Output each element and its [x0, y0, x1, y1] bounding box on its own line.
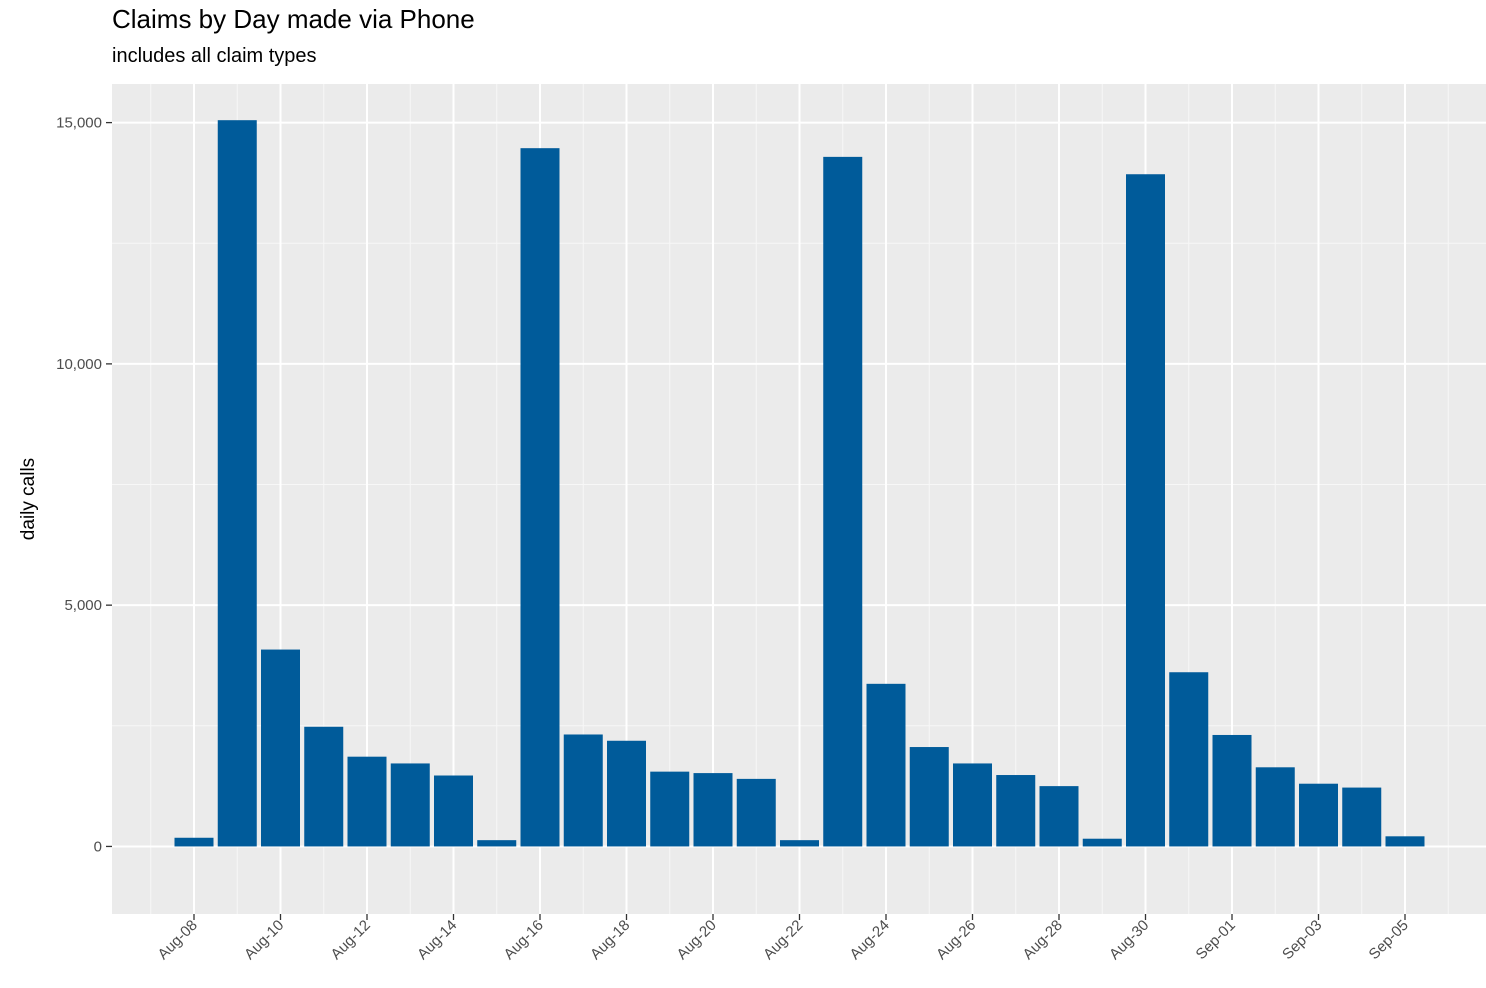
bar-Aug-19 [650, 771, 690, 847]
x-tick-label: Aug-12 [328, 917, 374, 963]
bar-Aug-10 [261, 649, 300, 847]
x-tick-label: Aug-20 [674, 917, 720, 963]
x-tick-label: Aug-14 [414, 917, 460, 963]
x-tick-label: Aug-24 [847, 917, 893, 963]
x-tick-label: Aug-22 [760, 917, 806, 963]
bar-Aug-25 [909, 747, 949, 847]
bar-Aug-20 [693, 773, 733, 847]
bar-Sep-03 [1299, 783, 1338, 847]
x-tick-label: Sep-05 [1366, 917, 1412, 963]
bar-Aug-17 [563, 734, 603, 847]
bar-Aug-27 [996, 775, 1036, 847]
chart-subtitle: includes all claim types [112, 45, 317, 67]
bar-Sep-02 [1255, 767, 1295, 847]
bar-Sep-04 [1342, 787, 1382, 847]
bar-Aug-26 [953, 763, 992, 847]
x-tick-label: Aug-10 [241, 917, 287, 963]
y-axis-label: daily calls [18, 458, 39, 540]
y-tick-label: 15,000 [56, 115, 102, 132]
x-tick-label: Aug-28 [1020, 917, 1066, 963]
bar-Aug-14 [434, 775, 473, 847]
x-tick-label: Aug-26 [933, 917, 979, 963]
bar-Aug-11 [304, 726, 344, 847]
bar-Aug-23 [823, 156, 863, 847]
bar-Aug-29 [1082, 838, 1122, 847]
x-tick-label: Sep-01 [1193, 917, 1239, 963]
x-tick-label: Aug-18 [587, 917, 633, 963]
chart-title: Claims by Day made via Phone [112, 4, 475, 34]
x-tick-label: Aug-30 [1106, 917, 1152, 963]
bar-Aug-28 [1039, 786, 1079, 847]
y-tick-label: 5,000 [64, 597, 102, 614]
bar-Aug-21 [736, 778, 776, 847]
bar-Aug-15 [477, 840, 517, 847]
bar-Sep-05 [1385, 836, 1425, 847]
x-tick-label: Sep-03 [1279, 917, 1325, 963]
bar-Aug-31 [1169, 672, 1209, 847]
bar-Aug-18 [607, 740, 646, 847]
bar-Aug-12 [347, 756, 387, 847]
y-tick-label: 0 [94, 838, 102, 855]
bar-Aug-09 [217, 120, 257, 847]
x-tick-label: Aug-16 [501, 917, 547, 963]
x-tick-label: Aug-08 [155, 917, 201, 963]
bar-Aug-13 [390, 763, 430, 847]
y-tick-label: 10,000 [56, 356, 102, 373]
bar-Aug-16 [520, 148, 560, 847]
bar-Aug-22 [780, 840, 819, 847]
bar-Aug-08 [174, 837, 214, 847]
bar-Sep-01 [1212, 734, 1252, 847]
bar-Aug-24 [866, 683, 906, 847]
bar-Aug-30 [1126, 174, 1165, 847]
